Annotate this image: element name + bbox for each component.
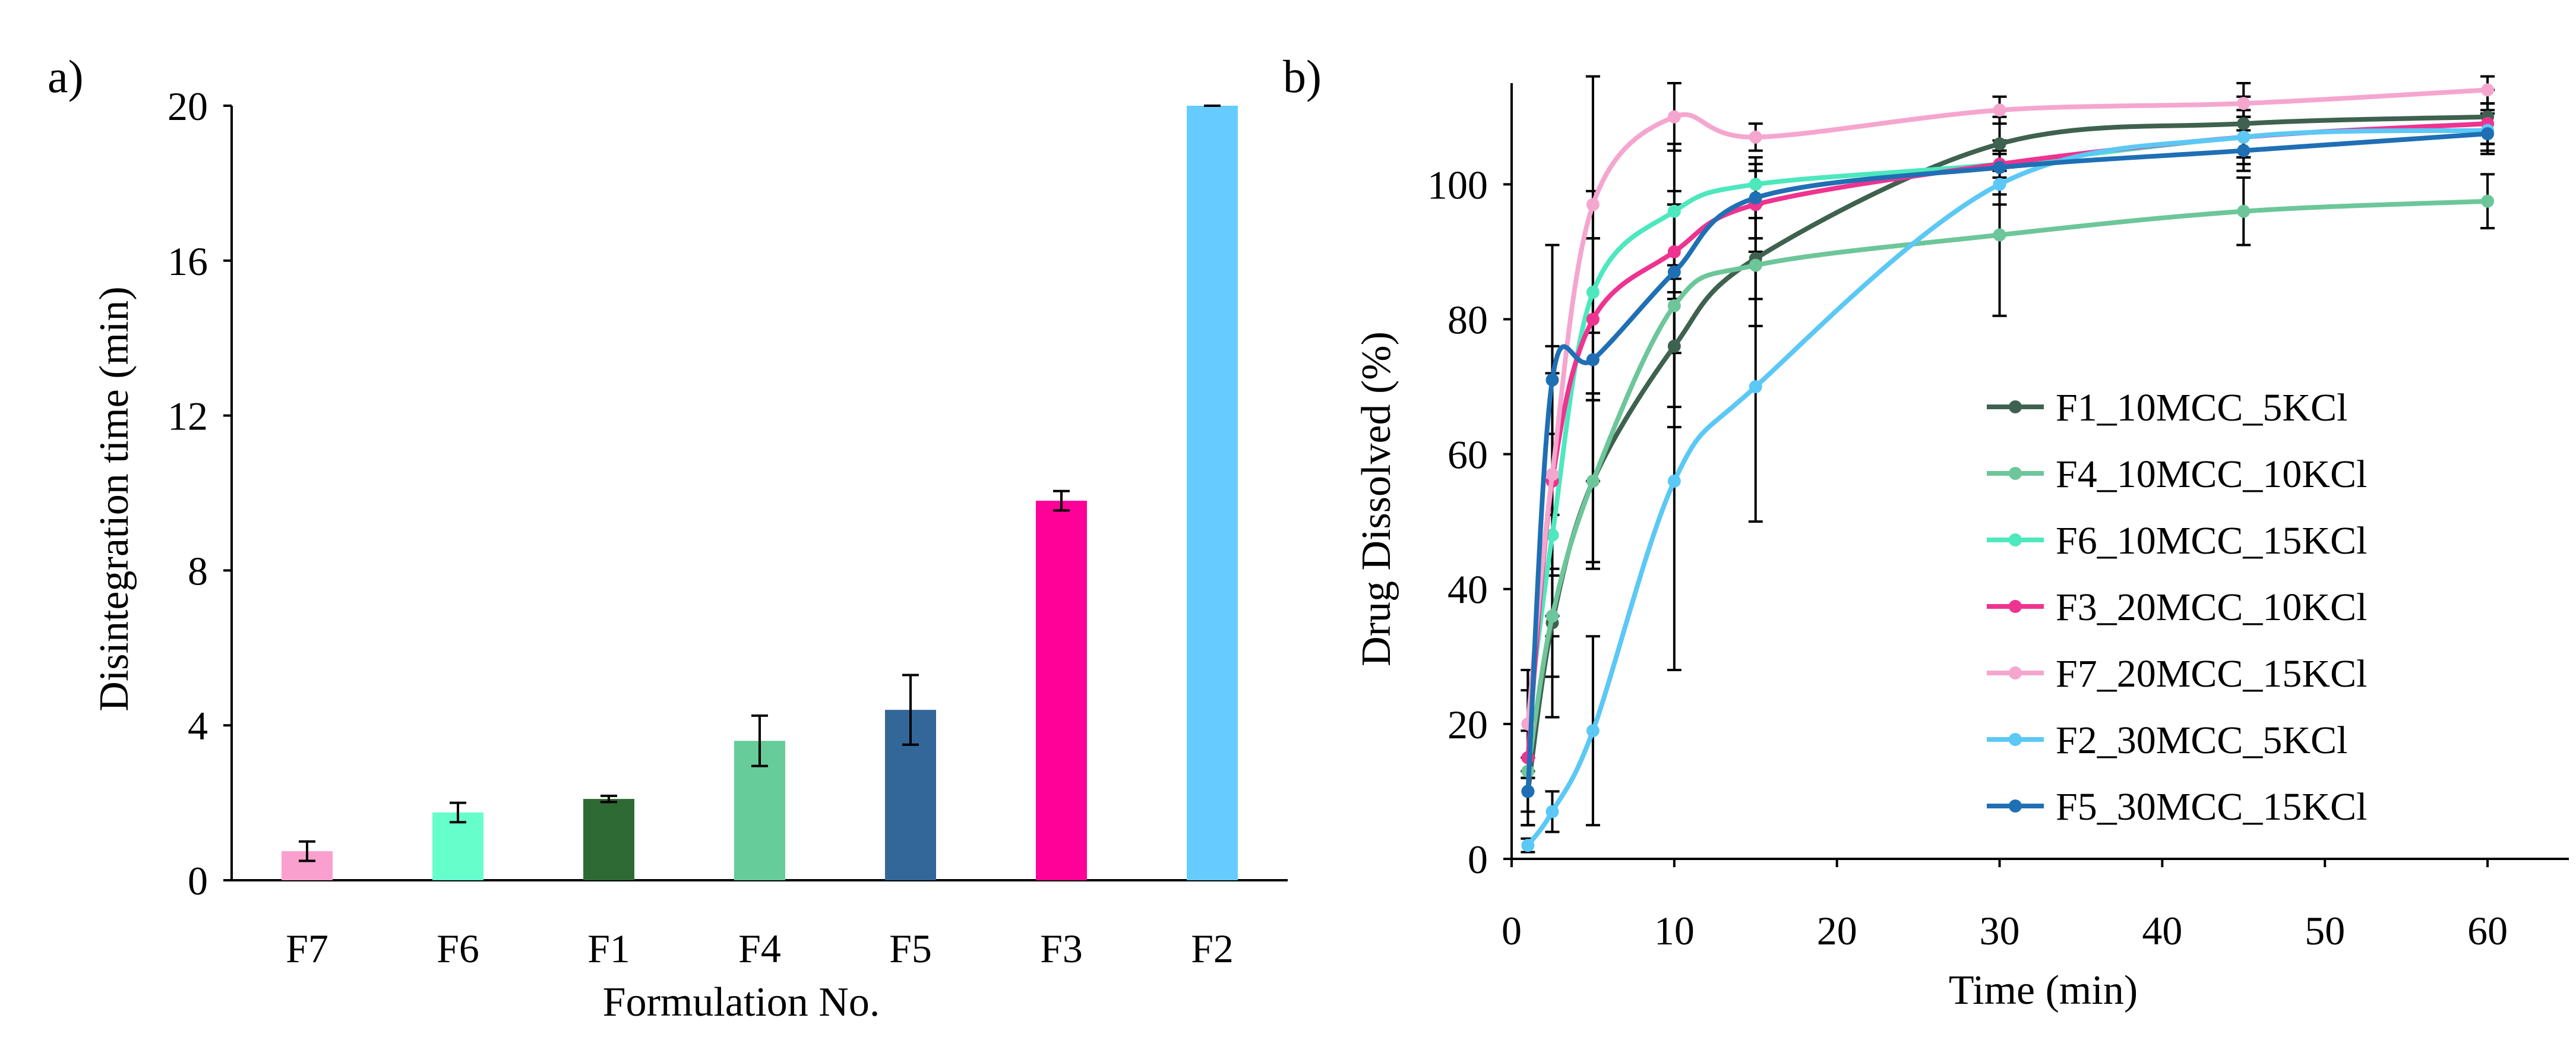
panel-b-data-point: [2237, 97, 2251, 110]
panel-b-data-point: [1586, 724, 1600, 738]
panel-b-data-point: [1749, 191, 1762, 205]
panel-a-y-tick-label: 20: [167, 84, 208, 129]
panel-a-y-tick-label: 16: [167, 239, 208, 284]
panel-b-data-point: [2237, 130, 2251, 144]
panel-b-data-point: [1545, 467, 1559, 481]
panel-a-x-tick-label: F1: [587, 926, 630, 971]
panel-a-plot: 0 4 8 12 16 20 F7 F6 F1 F4 F5 F3 F2: [167, 84, 1288, 971]
panel-b-y-tick-label: 40: [1447, 567, 1488, 612]
legend-label: F6_10MCC_15KCl: [2056, 519, 2367, 562]
panel-b-data-point: [1545, 609, 1559, 623]
panel-a-x-tick-label: F5: [889, 926, 932, 971]
legend-label: F5_30MCC_15KCl: [2056, 785, 2367, 829]
panel-b-data-point: [2237, 117, 2251, 131]
panel-a-bar: [583, 799, 634, 880]
panel-b-y-tick-label: 20: [1447, 702, 1488, 747]
panel-b-data-point: [1667, 299, 1681, 312]
panel-b-data-point: [1545, 373, 1559, 387]
panel-b-data-point: [1667, 265, 1681, 279]
panel-b-data-point: [1667, 110, 1681, 124]
legend-label: F1_10MCC_5KCl: [2056, 386, 2347, 429]
panel-b-data-point: [1993, 178, 2006, 191]
panel-b-data-point: [1667, 475, 1681, 488]
panel-b-data-point: [1993, 228, 2006, 242]
panel-b-x-tick-label: 20: [1817, 908, 1857, 953]
panel-b-data-point: [1545, 805, 1559, 818]
panel-b-plot: 0 20 40 60 80 100 0 10 20 30 40 50 60: [1427, 75, 2569, 953]
panel-b-data-point: [1586, 475, 1600, 488]
panel-a-bar: [1187, 106, 1238, 880]
panel-a-y-tick-label: 4: [188, 703, 208, 748]
legend-swatch-marker: [2009, 733, 2022, 746]
panel-b-data-point: [1586, 312, 1600, 326]
panel-a-bar: [1036, 501, 1087, 880]
panel-b-data-point: [1667, 245, 1681, 258]
panel-a-x-axis-title: Formulation No.: [603, 979, 880, 1025]
panel-a-x-tick-label: F4: [738, 926, 781, 971]
panel-b-series-line: [1525, 87, 2490, 726]
panel-b-legend: F1_10MCC_5KCl F4_10MCC_10KCl F6_10MCC_15KC…: [1987, 386, 2367, 829]
panel-b-data-point: [2481, 127, 2495, 141]
legend-swatch-marker: [2009, 666, 2022, 679]
panel-b-data-point: [1586, 353, 1600, 366]
panel-b-x-axis-title: Time (min): [1949, 968, 2138, 1013]
panel-b-data-point: [2237, 204, 2251, 218]
panel-b-data-point: [1586, 198, 1600, 211]
legend-label: F2_30MCC_5KCl: [2056, 719, 2347, 762]
legend-swatch-marker: [2009, 400, 2022, 413]
panel-b-data-point: [1521, 785, 1535, 798]
panel-b-y-tick-label: 0: [1468, 837, 1488, 882]
panel-b-y-tick-label: 60: [1447, 432, 1488, 478]
panel-b-data-point: [1993, 103, 2006, 117]
panel-b-data-point: [1749, 380, 1762, 394]
legend-swatch-marker: [2009, 467, 2022, 480]
panel-a-x-tick-label: F6: [437, 926, 479, 971]
panel-a-bar: [432, 812, 483, 880]
panel-b-data-point: [1667, 204, 1681, 218]
panel-b-y-tick-label: 80: [1447, 297, 1488, 342]
panel-b-data-point: [1667, 339, 1681, 353]
panel-b-series-line: [1525, 131, 2490, 794]
panel-a-x-tick-label: F3: [1040, 926, 1083, 971]
panel-a-y-axis-title: Disintegration time (min): [91, 286, 137, 711]
panel-b-x-tick-label: 0: [1502, 908, 1522, 953]
panel-b-y-tick-label: 100: [1427, 162, 1488, 207]
panel-b-data-point: [1993, 160, 2006, 174]
panel-b-x-tick-label: 50: [2305, 908, 2345, 953]
panel-a-y-tick-label: 12: [167, 394, 208, 439]
panel-a-x-tick-label: F7: [286, 926, 328, 971]
panel-b-data-point: [1545, 528, 1559, 542]
panel-b-data-point: [1586, 286, 1600, 299]
panel-a-label: a): [48, 50, 84, 102]
legend-label: F3_20MCC_10KCl: [2056, 586, 2367, 629]
legend-swatch-marker: [2009, 600, 2022, 613]
panel-b-data-point: [2481, 83, 2495, 97]
panel-b-data-point: [1521, 839, 1535, 852]
panel-b-x-tick-label: 30: [1980, 908, 2020, 953]
panel-b-data-point: [1749, 178, 1762, 191]
panel-b-data-point: [1993, 137, 2006, 151]
legend-label: F7_20MCC_15KCl: [2056, 652, 2367, 696]
panel-a-y-tick-label: 0: [188, 858, 208, 903]
panel-b-x-tick-label: 60: [2467, 908, 2508, 953]
legend-swatch-marker: [2009, 533, 2022, 546]
panel-b-x-tick-label: 40: [2142, 908, 2182, 953]
panel-a-y-tick-label: 8: [188, 548, 208, 593]
panel-a-x-tick-label: F2: [1191, 926, 1234, 971]
panel-b-data-point: [2481, 194, 2495, 208]
panel-b-y-axis-title: Drug Dissolved (%): [1354, 331, 1399, 666]
panel-b-data-point: [1749, 130, 1762, 144]
legend-label: F4_10MCC_10KCl: [2056, 453, 2367, 496]
panel-b-label: b): [1283, 50, 1322, 102]
panel-b-data-point: [2237, 144, 2251, 157]
panel-b-data-point: [1749, 258, 1762, 272]
legend-swatch-marker: [2009, 799, 2022, 813]
panel-b-x-tick-label: 10: [1654, 908, 1695, 953]
